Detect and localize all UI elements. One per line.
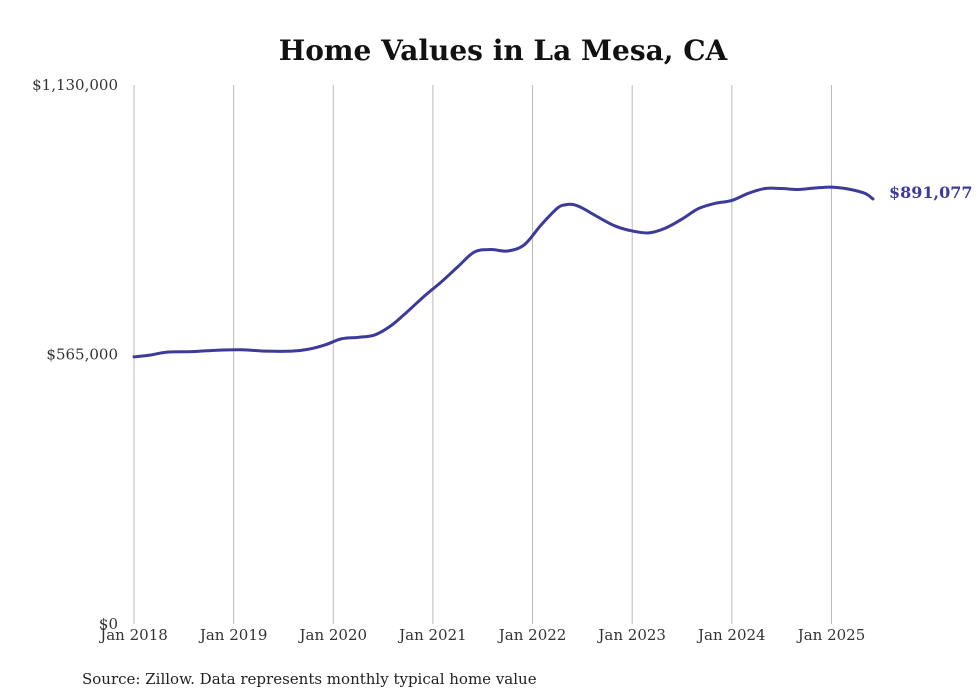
x-tick-label: Jan 2025 [796,626,866,644]
source-note: Source: Zillow. Data represents monthly … [82,670,537,688]
x-tick-label: Jan 2021 [397,626,467,644]
grid-lines [133,85,832,624]
home-value-line [132,185,875,359]
x-tick-label: Jan 2020 [297,626,367,644]
x-tick-label: Jan 2018 [98,626,168,644]
x-tick-label: Jan 2019 [198,626,268,644]
x-tick-label: Jan 2022 [497,626,567,644]
x-tick-label: Jan 2023 [596,626,666,644]
y-tick-label: $565,000 [46,346,118,364]
y-tick-label: $0 [99,615,118,633]
y-tick-label: $1,130,000 [32,76,118,94]
x-axis-labels: Jan 2018 Jan 2019 Jan 2020 Jan 2021 Jan 2022… [98,626,865,644]
y-axis-labels: $0 $565,000 $1,130,000 [32,76,118,633]
chart-title: Home Values in La Mesa, CA [279,34,729,67]
last-value-label: $891,077 [889,183,973,202]
x-tick-label: Jan 2024 [696,626,766,644]
